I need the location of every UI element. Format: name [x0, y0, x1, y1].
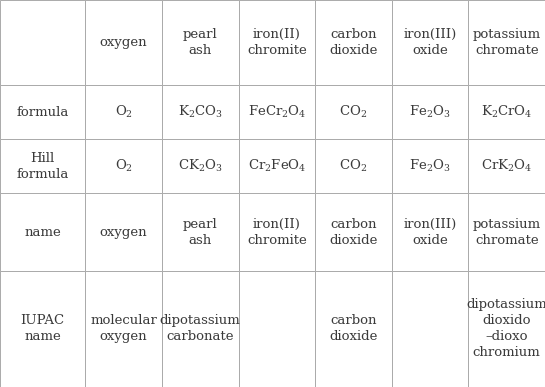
- Text: formula: formula: [16, 106, 69, 119]
- Bar: [85, 139, 162, 194]
- Bar: [0, 194, 85, 271]
- Text: carbon
dioxide: carbon dioxide: [329, 315, 378, 343]
- Bar: [239, 194, 315, 271]
- Text: dipotassium
dioxido
–dioxo
chromium: dipotassium dioxido –dioxo chromium: [467, 298, 545, 360]
- Text: $\mathregular{K_2CO_3}$: $\mathregular{K_2CO_3}$: [178, 104, 222, 120]
- Bar: [468, 0, 545, 85]
- Bar: [239, 271, 315, 387]
- Bar: [162, 194, 239, 271]
- Bar: [162, 85, 239, 139]
- Text: $\mathregular{O_2}$: $\mathregular{O_2}$: [114, 104, 132, 120]
- Text: pearl
ash: pearl ash: [183, 218, 217, 247]
- Text: pearl
ash: pearl ash: [183, 28, 217, 57]
- Bar: [315, 194, 392, 271]
- Text: iron(II)
chromite: iron(II) chromite: [247, 218, 307, 247]
- Text: iron(II)
chromite: iron(II) chromite: [247, 28, 307, 57]
- Text: $\mathregular{Fe_2O_3}$: $\mathregular{Fe_2O_3}$: [409, 104, 451, 120]
- Bar: [392, 139, 468, 194]
- Bar: [0, 85, 85, 139]
- Bar: [85, 271, 162, 387]
- Text: $\mathregular{Fe_2O_3}$: $\mathregular{Fe_2O_3}$: [409, 158, 451, 175]
- Text: $\mathregular{CrK_2O_4}$: $\mathregular{CrK_2O_4}$: [481, 158, 532, 175]
- Bar: [392, 0, 468, 85]
- Text: $\mathregular{Cr_2FeO_4}$: $\mathregular{Cr_2FeO_4}$: [247, 158, 306, 175]
- Bar: [315, 0, 392, 85]
- Text: $\mathregular{O_2}$: $\mathregular{O_2}$: [114, 158, 132, 175]
- Text: carbon
dioxide: carbon dioxide: [329, 218, 378, 247]
- Bar: [162, 0, 239, 85]
- Bar: [239, 85, 315, 139]
- Bar: [162, 139, 239, 194]
- Bar: [239, 0, 315, 85]
- Text: potassium
chromate: potassium chromate: [473, 218, 541, 247]
- Bar: [468, 139, 545, 194]
- Bar: [468, 194, 545, 271]
- Text: IUPAC
name: IUPAC name: [21, 315, 65, 343]
- Text: iron(III)
oxide: iron(III) oxide: [403, 28, 457, 57]
- Text: $\mathregular{CO_2}$: $\mathregular{CO_2}$: [340, 104, 367, 120]
- Bar: [315, 271, 392, 387]
- Text: potassium
chromate: potassium chromate: [473, 28, 541, 57]
- Text: iron(III)
oxide: iron(III) oxide: [403, 218, 457, 247]
- Bar: [85, 0, 162, 85]
- Bar: [0, 139, 85, 194]
- Text: molecular
oxygen: molecular oxygen: [90, 315, 157, 343]
- Text: name: name: [25, 226, 61, 239]
- Text: oxygen: oxygen: [100, 226, 147, 239]
- Text: $\mathregular{CO_2}$: $\mathregular{CO_2}$: [340, 158, 367, 175]
- Text: Hill
formula: Hill formula: [16, 152, 69, 181]
- Text: carbon
dioxide: carbon dioxide: [329, 28, 378, 57]
- Bar: [315, 85, 392, 139]
- Bar: [468, 271, 545, 387]
- Bar: [468, 85, 545, 139]
- Bar: [392, 85, 468, 139]
- Text: $\mathregular{CK_2O_3}$: $\mathregular{CK_2O_3}$: [178, 158, 222, 175]
- Text: dipotassium
carbonate: dipotassium carbonate: [160, 315, 240, 343]
- Bar: [0, 0, 85, 85]
- Bar: [85, 85, 162, 139]
- Bar: [392, 271, 468, 387]
- Bar: [0, 271, 85, 387]
- Text: $\mathregular{K_2CrO_4}$: $\mathregular{K_2CrO_4}$: [481, 104, 532, 120]
- Bar: [315, 139, 392, 194]
- Text: $\mathregular{FeCr_2O_4}$: $\mathregular{FeCr_2O_4}$: [247, 104, 306, 120]
- Bar: [239, 139, 315, 194]
- Bar: [85, 194, 162, 271]
- Bar: [162, 271, 239, 387]
- Bar: [392, 194, 468, 271]
- Text: oxygen: oxygen: [100, 36, 147, 49]
